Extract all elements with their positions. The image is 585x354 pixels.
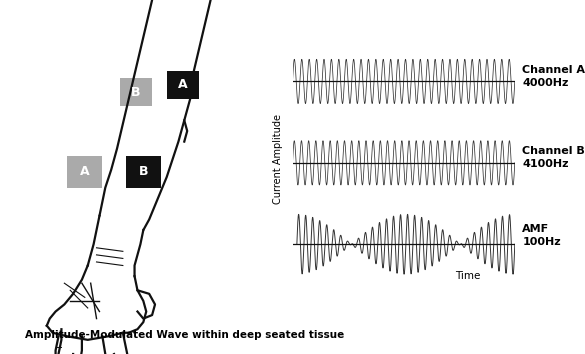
Text: B: B <box>131 86 141 98</box>
Text: Current Amplitude: Current Amplitude <box>273 114 283 204</box>
Text: Time: Time <box>455 271 481 281</box>
FancyBboxPatch shape <box>167 71 199 99</box>
Text: A: A <box>178 79 188 91</box>
Text: AMF
100Hz: AMF 100Hz <box>522 224 561 247</box>
FancyBboxPatch shape <box>120 78 152 106</box>
Text: Amplitude-Modulated Wave within deep seated tissue: Amplitude-Modulated Wave within deep sea… <box>25 330 344 339</box>
FancyBboxPatch shape <box>126 156 161 188</box>
Text: Channel A
4000Hz: Channel A 4000Hz <box>522 64 585 88</box>
Text: A: A <box>80 165 90 178</box>
FancyBboxPatch shape <box>67 156 102 188</box>
Text: Channel B
4100Hz: Channel B 4100Hz <box>522 146 585 169</box>
Text: B: B <box>139 165 148 178</box>
